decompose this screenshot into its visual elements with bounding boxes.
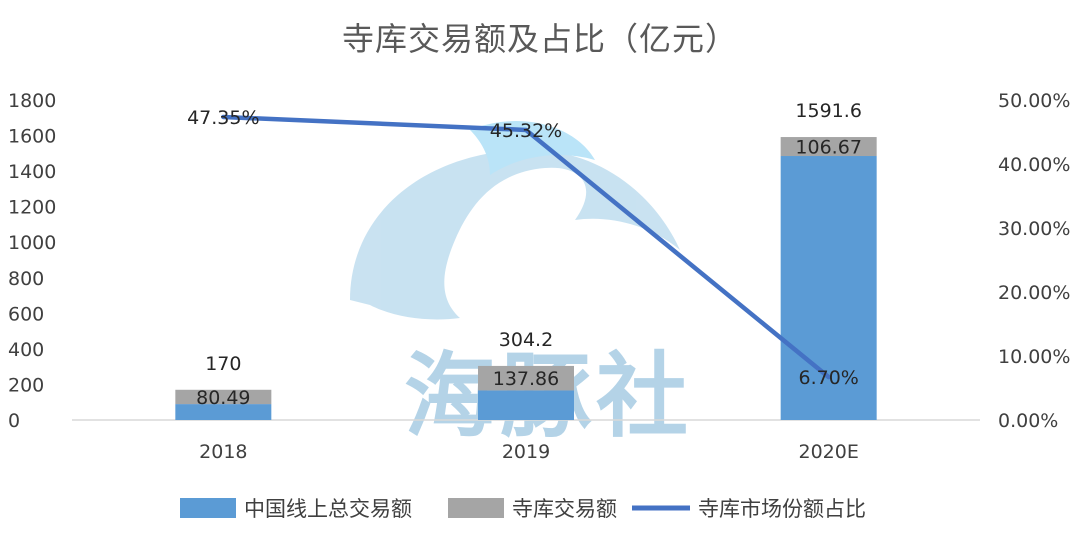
y-right-tick-label: 20.00% xyxy=(998,282,1070,304)
bar-total-label: 170 xyxy=(205,353,241,375)
y-right-tick-label: 0.00% xyxy=(998,410,1058,432)
y-left-tick-label: 200 xyxy=(8,374,44,396)
legend-label: 寺库市场份额占比 xyxy=(698,497,866,521)
y-left-tick-label: 600 xyxy=(8,303,44,325)
line-point-label: 47.35% xyxy=(187,107,259,129)
y-left-tick-label: 400 xyxy=(8,339,44,361)
legend-swatch xyxy=(180,498,236,518)
bar-value-label: 106.67 xyxy=(795,137,861,159)
y-left-tick-label: 0 xyxy=(8,410,20,432)
y-left-tick-label: 1000 xyxy=(8,232,56,254)
chart-legend: 中国线上总交易额 寺库交易额 寺库市场份额占比 xyxy=(180,497,866,521)
bar-total-label: 1591.6 xyxy=(795,100,861,122)
x-tick-label: 2019 xyxy=(502,441,550,463)
line-point-label: 45.32% xyxy=(490,120,562,142)
bar-total-label: 304.2 xyxy=(499,329,553,351)
y-right-tick-label: 10.00% xyxy=(998,346,1070,368)
y-right-tick-label: 40.00% xyxy=(998,154,1070,176)
line-point-label: 6.70% xyxy=(798,367,858,389)
y-left-tick-label: 1600 xyxy=(8,126,56,148)
y-left-tick-label: 1800 xyxy=(8,90,56,112)
legend-label: 寺库交易额 xyxy=(512,497,617,521)
legend-label: 中国线上总交易额 xyxy=(244,497,412,521)
y-left-tick-label: 1400 xyxy=(8,161,56,183)
watermark-wave-shape xyxy=(350,150,680,319)
y-right-tick-label: 50.00% xyxy=(998,90,1070,112)
y-left-tick-label: 1200 xyxy=(8,197,56,219)
y-left-tick-label: 800 xyxy=(8,268,44,290)
legend-swatch xyxy=(448,498,504,518)
bar-value-label: 80.49 xyxy=(196,387,250,409)
bar-segment-0 xyxy=(478,390,574,420)
y-right-tick-label: 30.00% xyxy=(998,218,1070,240)
x-tick-label: 2020E xyxy=(798,441,858,463)
bar-value-label: 137.86 xyxy=(493,368,559,390)
x-tick-label: 2018 xyxy=(199,441,247,463)
